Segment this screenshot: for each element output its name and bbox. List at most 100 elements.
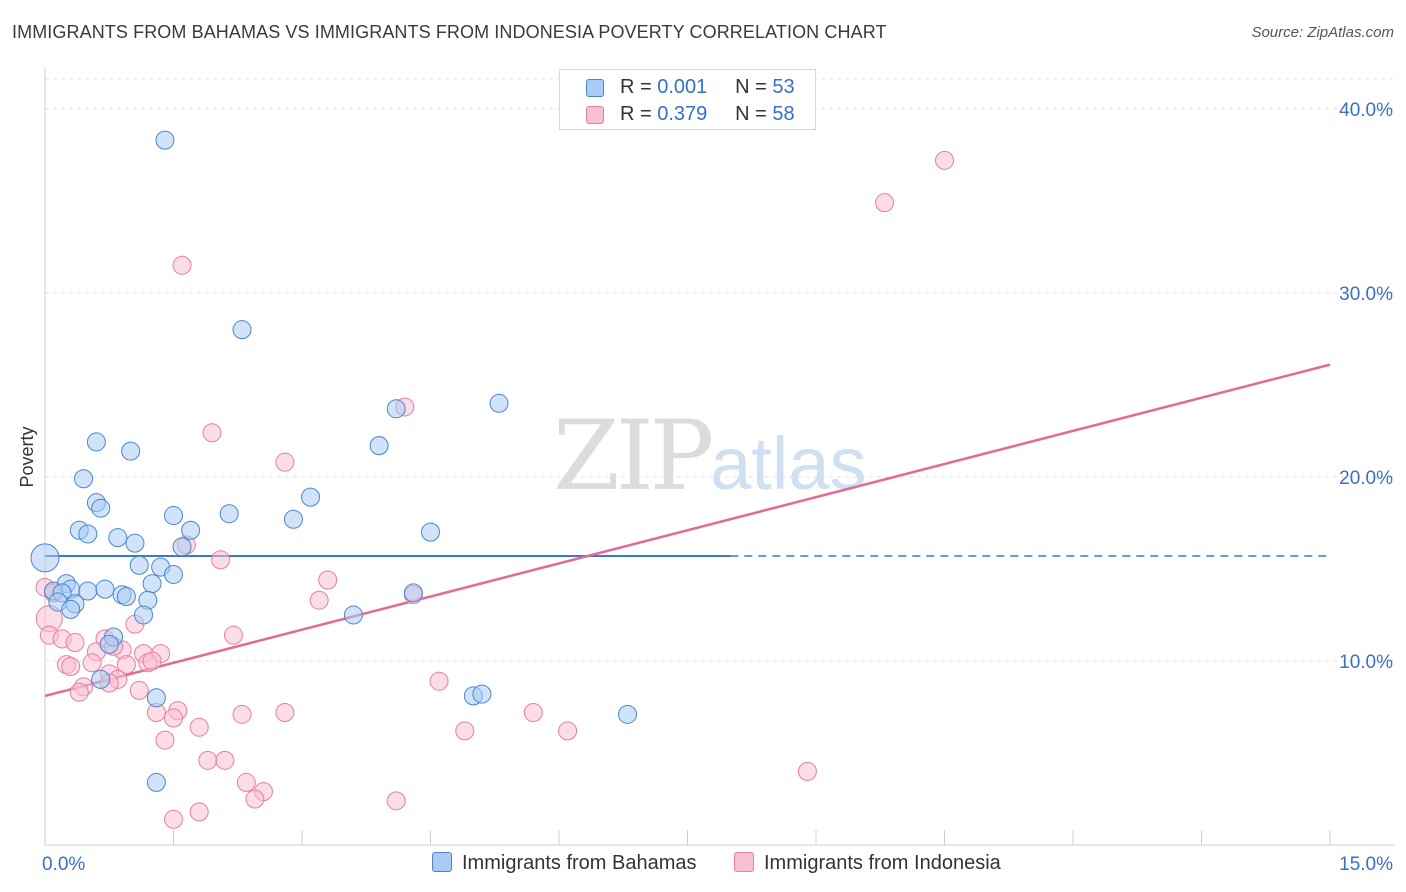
data-point-indonesia — [129, 680, 149, 700]
data-point-bahamas — [155, 130, 175, 150]
data-point-bahamas — [91, 498, 111, 518]
data-point-indonesia — [116, 655, 136, 675]
source-label: Source: ZipAtlas.com — [1251, 24, 1394, 41]
y-tick-label: 30.0% — [1339, 284, 1393, 305]
data-point-indonesia — [558, 721, 578, 741]
data-point-bahamas — [181, 520, 201, 540]
data-point-indonesia — [164, 809, 183, 829]
data-point-indonesia — [189, 717, 209, 737]
data-point-indonesia — [155, 730, 175, 750]
data-point-bahamas — [403, 583, 423, 603]
bottom-legend-label-indonesia: Immigrants from Indonesia — [764, 852, 1001, 874]
y-tick-label: 10.0% — [1339, 652, 1393, 673]
data-point-bahamas — [121, 441, 141, 461]
data-point-bahamas — [283, 509, 303, 529]
data-point-bahamas — [618, 704, 638, 724]
data-point-indonesia — [455, 721, 475, 741]
data-point-indonesia — [386, 791, 406, 811]
data-point-indonesia — [309, 590, 329, 610]
data-point-indonesia — [211, 550, 231, 570]
series-indonesia-points — [35, 150, 954, 829]
tick-labels: 10.0% 20.0% 30.0% 40.0% 0.0% 15.0% — [42, 100, 1393, 875]
legend-n-value: 58 — [772, 103, 795, 125]
data-point-bahamas — [74, 469, 94, 489]
data-point-indonesia — [232, 704, 252, 724]
data-point-bahamas — [386, 399, 406, 419]
axes — [44, 68, 1395, 846]
correlation-legend: R = 0.001 N = 53 R = 0.379 N = 58 — [559, 69, 816, 130]
data-point-bahamas — [95, 579, 115, 599]
data-point-bahamas — [86, 432, 106, 452]
data-point-bahamas — [146, 688, 166, 708]
data-point-bahamas — [172, 537, 192, 557]
data-point-bahamas — [232, 320, 252, 340]
data-point-bahamas — [421, 522, 440, 542]
data-point-indonesia — [198, 750, 218, 770]
data-point-indonesia — [202, 423, 222, 443]
data-point-bahamas — [142, 574, 162, 594]
y-axis-label: Poverty — [17, 426, 37, 487]
data-point-indonesia — [215, 750, 235, 770]
bottom-legend-bahamas: Immigrants from Bahamas — [432, 852, 697, 875]
legend-r-label: R = — [620, 103, 652, 125]
bottom-legend-label-bahamas: Immigrants from Bahamas — [462, 852, 697, 874]
data-point-bahamas — [61, 599, 81, 619]
legend-swatch-bahamas — [586, 79, 604, 97]
data-point-bahamas — [99, 634, 119, 654]
legend-n-label: N = — [735, 103, 767, 125]
gridlines — [45, 78, 1395, 662]
data-point-indonesia — [189, 802, 209, 822]
data-point-indonesia — [236, 772, 256, 792]
data-point-bahamas — [164, 564, 183, 584]
data-point-indonesia — [275, 702, 295, 722]
data-point-bahamas — [78, 524, 98, 544]
data-point-bahamas — [369, 436, 389, 456]
y-tick-label: 40.0% — [1339, 100, 1393, 121]
data-point-bahamas — [343, 605, 363, 625]
y-tick-label: 20.0% — [1339, 468, 1393, 489]
data-point-bahamas — [116, 587, 136, 607]
data-point-indonesia — [69, 682, 89, 702]
data-point-bahamas — [91, 669, 111, 689]
legend-r-value: 0.001 — [657, 76, 708, 98]
series-bahamas-points — [30, 130, 638, 792]
legend-r-value: 0.379 — [657, 103, 708, 125]
bottom-legend-indonesia: Immigrants from Indonesia — [734, 852, 1001, 875]
legend-n-label: N = — [735, 76, 767, 98]
x-tick-label: 0.0% — [42, 854, 85, 875]
data-point-indonesia — [142, 651, 162, 671]
legend-swatch-indonesia — [586, 106, 604, 124]
data-point-indonesia — [275, 452, 295, 472]
data-point-bahamas — [146, 772, 166, 792]
data-point-bahamas — [472, 684, 492, 704]
data-point-indonesia — [429, 671, 449, 691]
data-point-indonesia — [797, 761, 817, 781]
data-point-bahamas — [164, 506, 183, 526]
data-point-indonesia — [82, 653, 102, 673]
legend-n-value: 53 — [772, 76, 795, 98]
data-point-indonesia — [935, 150, 954, 170]
data-point-indonesia — [65, 633, 85, 653]
data-point-bahamas — [219, 504, 239, 524]
bottom-legend-swatch-bahamas — [432, 852, 452, 872]
data-point-indonesia — [61, 656, 81, 676]
data-point-indonesia — [245, 789, 265, 809]
data-point-bahamas — [489, 393, 509, 413]
trend-lines — [44, 363, 1331, 698]
data-point-indonesia — [172, 255, 192, 275]
data-point-bahamas — [301, 487, 321, 507]
bottom-legend-swatch-indonesia — [734, 852, 754, 872]
data-point-bahamas — [134, 605, 154, 625]
data-point-indonesia — [318, 570, 338, 590]
data-point-bahamas — [129, 555, 149, 575]
chart-title: IMMIGRANTS FROM BAHAMAS VS IMMIGRANTS FR… — [12, 22, 887, 42]
data-point-indonesia — [164, 708, 183, 728]
data-point-bahamas — [30, 543, 60, 573]
data-point-bahamas — [125, 533, 145, 553]
data-point-indonesia — [523, 702, 543, 722]
data-point-indonesia — [223, 625, 243, 645]
x-tick-label: 15.0% — [1339, 854, 1393, 875]
trend-line-indonesia — [44, 363, 1331, 698]
legend-r-label: R = — [620, 76, 652, 98]
